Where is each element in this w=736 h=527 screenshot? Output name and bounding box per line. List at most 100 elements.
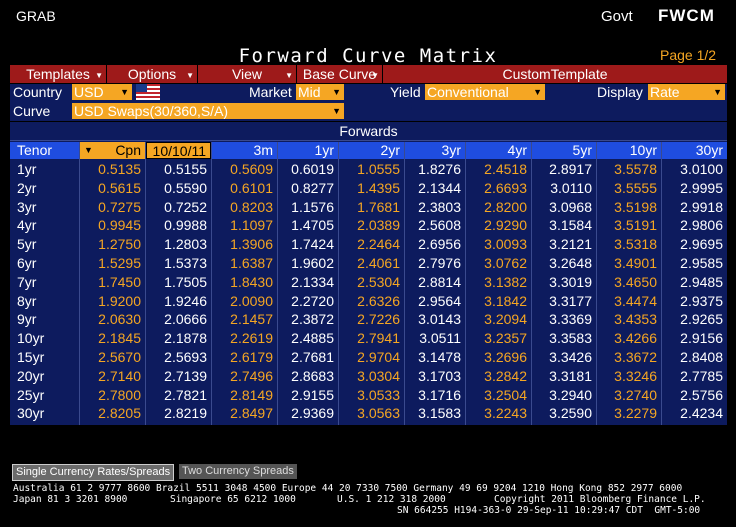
matrix-cell-value[interactable]: 2.4518 (484, 161, 527, 177)
matrix-cell-value[interactable]: 3.4474 (614, 293, 657, 309)
matrix-cell-value[interactable]: 3.0093 (484, 236, 527, 252)
header-forward-2yr[interactable]: 2yr (339, 142, 404, 159)
matrix-cell-date[interactable]: 2.1878 (164, 330, 207, 346)
matrix-cell-value[interactable]: 3.3583 (549, 330, 592, 346)
matrix-cell-value[interactable]: 2.2720 (291, 293, 334, 309)
matrix-cell-value[interactable]: 2.7681 (291, 349, 334, 365)
header-forward-10yr[interactable]: 10yr (597, 142, 661, 159)
matrix-cell-value[interactable]: 3.2842 (484, 368, 527, 384)
matrix-cell-value[interactable]: 1.6387 (230, 255, 273, 271)
matrix-cell-value[interactable]: 2.9564 (418, 293, 461, 309)
matrix-cell-value[interactable]: 2.9369 (291, 405, 334, 421)
matrix-cell-value[interactable]: 3.2279 (614, 405, 657, 421)
matrix-cell-date[interactable]: 2.0666 (164, 311, 207, 327)
matrix-cell-value[interactable]: 2.4061 (357, 255, 400, 271)
matrix-cell-value[interactable]: 2.8683 (291, 368, 334, 384)
matrix-cell-value[interactable]: 2.7941 (357, 330, 400, 346)
matrix-cell-cpn[interactable]: 0.7275 (98, 199, 141, 215)
header-forward-30yr[interactable]: 30yr (662, 142, 727, 159)
matrix-cell-cpn[interactable]: 1.5295 (98, 255, 141, 271)
matrix-cell-value[interactable]: 3.1478 (418, 349, 461, 365)
matrix-cell-cpn[interactable]: 0.5615 (98, 180, 141, 196)
matrix-cell-value[interactable]: 2.6179 (230, 349, 273, 365)
tab-two-currency[interactable]: Two Currency Spreads (179, 464, 297, 479)
matrix-cell-value[interactable]: 2.5608 (418, 217, 461, 233)
matrix-cell-value[interactable]: 1.1097 (230, 217, 273, 233)
matrix-cell-value[interactable]: 3.1703 (418, 368, 461, 384)
matrix-cell-value[interactable]: 1.8276 (418, 161, 461, 177)
matrix-cell-value[interactable]: 0.8277 (291, 180, 334, 196)
matrix-cell-value[interactable]: 2.5756 (680, 387, 723, 403)
matrix-cell-value[interactable]: 3.5578 (614, 161, 657, 177)
menu-options[interactable]: Options ▼ (107, 65, 198, 83)
matrix-cell-value[interactable]: 3.0968 (549, 199, 592, 215)
matrix-cell-value[interactable]: 2.1344 (418, 180, 461, 196)
matrix-cell-value[interactable]: 2.9265 (680, 311, 723, 327)
matrix-cell-value[interactable]: 3.2648 (549, 255, 592, 271)
matrix-cell-value[interactable]: 3.0110 (550, 180, 592, 196)
matrix-cell-value[interactable]: 2.1334 (291, 274, 334, 290)
matrix-cell-value[interactable]: 2.3803 (418, 199, 461, 215)
matrix-cell-value[interactable]: 1.3906 (230, 236, 273, 252)
header-forward-3yr[interactable]: 3yr (405, 142, 465, 159)
matrix-cell-value[interactable]: 3.2504 (484, 387, 527, 403)
matrix-cell-value[interactable]: 3.5198 (614, 199, 657, 215)
matrix-cell-value[interactable]: 2.9485 (680, 274, 723, 290)
matrix-cell-value[interactable]: 2.6693 (484, 180, 527, 196)
matrix-cell-cpn[interactable]: 2.8205 (98, 405, 141, 421)
matrix-cell-value[interactable]: 3.3672 (614, 349, 657, 365)
display-dropdown[interactable]: Rate ▼ (648, 84, 725, 100)
matrix-cell-date[interactable]: 2.7821 (164, 387, 207, 403)
matrix-cell-value[interactable]: 2.9585 (680, 255, 723, 271)
matrix-cell-value[interactable]: 2.2464 (357, 236, 400, 252)
matrix-cell-date[interactable]: 2.5693 (164, 349, 207, 365)
matrix-cell-value[interactable]: 2.9155 (291, 387, 334, 403)
matrix-cell-value[interactable]: 3.3369 (549, 311, 592, 327)
matrix-cell-date[interactable]: 2.8219 (164, 405, 207, 421)
matrix-cell-value[interactable]: 3.3019 (549, 274, 592, 290)
matrix-cell-cpn[interactable]: 2.1845 (98, 330, 141, 346)
matrix-cell-value[interactable]: 2.0090 (230, 293, 273, 309)
matrix-cell-value[interactable]: 1.7681 (357, 199, 400, 215)
matrix-cell-value[interactable]: 3.3426 (549, 349, 592, 365)
matrix-cell-value[interactable]: 3.2357 (484, 330, 527, 346)
matrix-cell-value[interactable]: 2.9695 (680, 236, 723, 252)
matrix-cell-date[interactable]: 1.5373 (164, 255, 207, 271)
matrix-cell-date[interactable]: 1.2803 (164, 236, 207, 252)
matrix-cell-value[interactable]: 2.7496 (230, 368, 273, 384)
matrix-cell-cpn[interactable]: 0.5135 (98, 161, 141, 177)
matrix-cell-value[interactable]: 2.4885 (291, 330, 334, 346)
matrix-cell-date[interactable]: 2.7139 (164, 368, 207, 384)
matrix-cell-value[interactable]: 2.8497 (230, 405, 273, 421)
market-dropdown[interactable]: Mid ▼ (296, 84, 344, 100)
matrix-cell-value[interactable]: 3.0304 (357, 368, 400, 384)
matrix-cell-value[interactable]: 3.0563 (357, 405, 400, 421)
matrix-cell-value[interactable]: 3.0143 (418, 311, 461, 327)
matrix-cell-value[interactable]: 3.5318 (614, 236, 657, 252)
matrix-cell-value[interactable]: 3.2243 (484, 405, 527, 421)
matrix-cell-value[interactable]: 3.4901 (614, 255, 657, 271)
matrix-cell-cpn[interactable]: 1.2750 (98, 236, 141, 252)
matrix-cell-date[interactable]: 0.5155 (164, 161, 207, 177)
header-date[interactable]: 10/10/11 (146, 142, 211, 159)
matrix-cell-value[interactable]: 1.4395 (357, 180, 400, 196)
matrix-cell-value[interactable]: 3.0511 (419, 330, 461, 346)
matrix-cell-value[interactable]: 2.6956 (418, 236, 461, 252)
matrix-cell-value[interactable]: 2.7226 (357, 311, 400, 327)
matrix-cell-value[interactable]: 1.1576 (291, 199, 334, 215)
matrix-cell-value[interactable]: 2.9704 (357, 349, 400, 365)
matrix-cell-value[interactable]: 3.4266 (614, 330, 657, 346)
matrix-cell-value[interactable]: 2.2619 (230, 330, 273, 346)
matrix-cell-value[interactable]: 3.1584 (549, 217, 592, 233)
matrix-cell-value[interactable]: 0.6019 (291, 161, 334, 177)
menu-base-curve[interactable]: Base Curve ▼ (297, 65, 383, 83)
matrix-cell-value[interactable]: 0.6101 (230, 180, 273, 196)
matrix-cell-value[interactable]: 3.2094 (484, 311, 527, 327)
matrix-cell-value[interactable]: 3.3181 (549, 368, 592, 384)
matrix-cell-value[interactable]: 2.8200 (484, 199, 527, 215)
matrix-cell-value[interactable]: 0.8203 (230, 199, 273, 215)
header-forward-5yr[interactable]: 5yr (532, 142, 596, 159)
matrix-cell-value[interactable]: 1.0555 (357, 161, 400, 177)
matrix-cell-value[interactable]: 3.1583 (418, 405, 461, 421)
matrix-cell-cpn[interactable]: 2.7140 (98, 368, 141, 384)
